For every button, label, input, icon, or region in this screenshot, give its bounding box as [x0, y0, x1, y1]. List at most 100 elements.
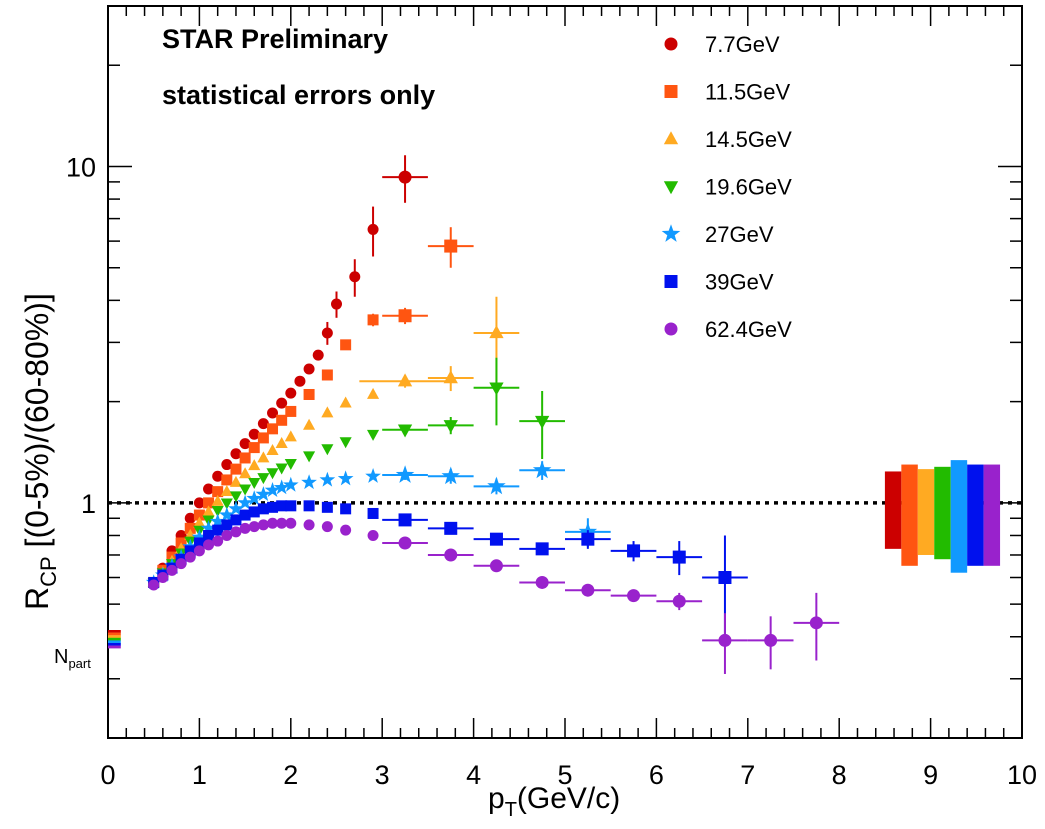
data-point [444, 548, 458, 562]
data-point [367, 387, 380, 399]
data-point [303, 418, 316, 430]
legend: 7.7GeV 11.5GeV 14.5GeV 19.6GeV 27GeV 39GeV 62.… [661, 32, 792, 342]
data-point [489, 325, 504, 339]
data-point [398, 170, 412, 184]
data-point [203, 529, 215, 541]
data-point [443, 370, 458, 384]
data-point [718, 633, 732, 647]
data-point [365, 468, 381, 483]
data-point [444, 239, 458, 253]
data-point [367, 507, 379, 519]
y-axis-label-suffix: [(0-5%)/(60-80%)] [19, 293, 55, 556]
data-point [193, 509, 205, 521]
data-point [221, 474, 233, 486]
y-axis-label-main: R [19, 587, 55, 610]
systematic-box [934, 466, 951, 560]
data-point [239, 484, 252, 496]
legend-label: 14.5GeV [705, 127, 792, 152]
data-point [211, 494, 224, 506]
data-point [321, 521, 333, 533]
data-point [398, 309, 412, 323]
data-point [229, 491, 243, 503]
legend-label: 11.5GeV [705, 80, 791, 105]
npart-label-sub: part [68, 656, 91, 671]
data-point [239, 452, 251, 464]
data-point [248, 428, 260, 440]
data-point [203, 539, 215, 551]
data-point [672, 594, 686, 608]
data-point [663, 131, 679, 145]
data-point [672, 550, 686, 564]
data-point [212, 486, 224, 498]
data-point [184, 512, 196, 524]
data-point [203, 497, 215, 509]
data-point [339, 396, 352, 408]
data-point [276, 500, 288, 512]
data-point [266, 468, 279, 480]
data-point [764, 633, 778, 647]
npart-label-main: N [54, 646, 68, 668]
data-point [398, 536, 412, 550]
data-point [285, 405, 297, 417]
axis-ticks: 0 1 2 3 4 5 6 7 8 9 10 1 10 [66, 5, 1037, 790]
data-point [257, 418, 269, 430]
npart-box [108, 640, 121, 644]
x-tick-label: 6 [649, 760, 664, 790]
data-point [229, 475, 243, 487]
data-point [266, 444, 279, 456]
plot-frame [107, 5, 1023, 739]
data-point [321, 327, 333, 339]
data-point [489, 382, 504, 396]
data-point [284, 430, 297, 442]
series-19-6gev [147, 357, 565, 590]
data-point [212, 535, 224, 547]
data-point [444, 521, 458, 535]
data-point [230, 526, 242, 538]
data-point [321, 406, 334, 418]
x-tick-label: 2 [283, 760, 298, 790]
data-point [303, 500, 315, 512]
data-point [193, 545, 205, 557]
series-39gev [148, 500, 748, 637]
data-point [237, 494, 253, 510]
data-point [221, 529, 233, 541]
data-point [321, 369, 333, 381]
data-point [239, 438, 251, 450]
data-point [395, 465, 415, 483]
x-tick-label: 3 [375, 760, 390, 790]
data-point [220, 498, 233, 510]
data-point [275, 463, 288, 475]
data-point [202, 505, 215, 517]
data-point [532, 460, 552, 479]
data-point [664, 85, 678, 98]
data-point [212, 524, 224, 536]
data-point [303, 363, 315, 375]
data-point [809, 616, 823, 630]
x-axis-label-suffix: (GeV/c) [517, 782, 620, 815]
data-point [193, 537, 205, 549]
data-point [273, 479, 290, 495]
data-point [321, 501, 333, 513]
series-11-5gev [148, 227, 474, 588]
data-point [248, 459, 261, 471]
npart-box [108, 635, 121, 638]
systematic-box [884, 471, 902, 549]
data-point [275, 437, 288, 449]
npart-box [108, 630, 121, 633]
data-point [664, 322, 678, 336]
data-point [535, 415, 550, 429]
data-point [661, 224, 681, 242]
data-point [248, 506, 260, 518]
npart-box [108, 645, 121, 649]
x-tick-label: 4 [466, 760, 481, 790]
data-point [627, 544, 641, 558]
data-point [257, 473, 270, 485]
legend-label: 27GeV [705, 222, 774, 247]
annotation-errors: statistical errors only [162, 80, 435, 110]
x-tick-label: 5 [557, 760, 572, 790]
data-series [145, 155, 840, 674]
legend-label: 19.6GeV [705, 175, 792, 200]
data-point [283, 476, 299, 492]
data-point [303, 451, 316, 463]
